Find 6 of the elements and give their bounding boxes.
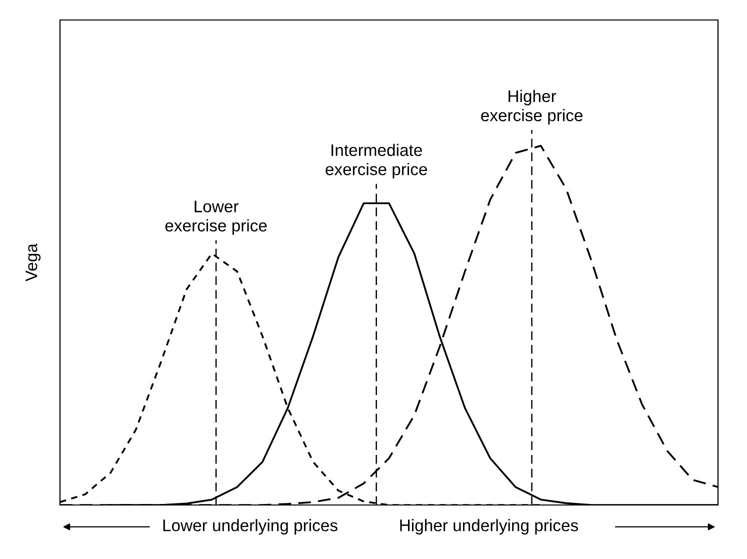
y-axis-title: Vega bbox=[26, 243, 41, 282]
text: Higher underlying prices bbox=[400, 519, 578, 535]
text: Higher exercise price bbox=[481, 90, 582, 125]
text: Lower underlying prices bbox=[163, 519, 338, 535]
text: Lower exercise price bbox=[165, 200, 267, 235]
text: Intermediate exercise price bbox=[326, 144, 428, 179]
